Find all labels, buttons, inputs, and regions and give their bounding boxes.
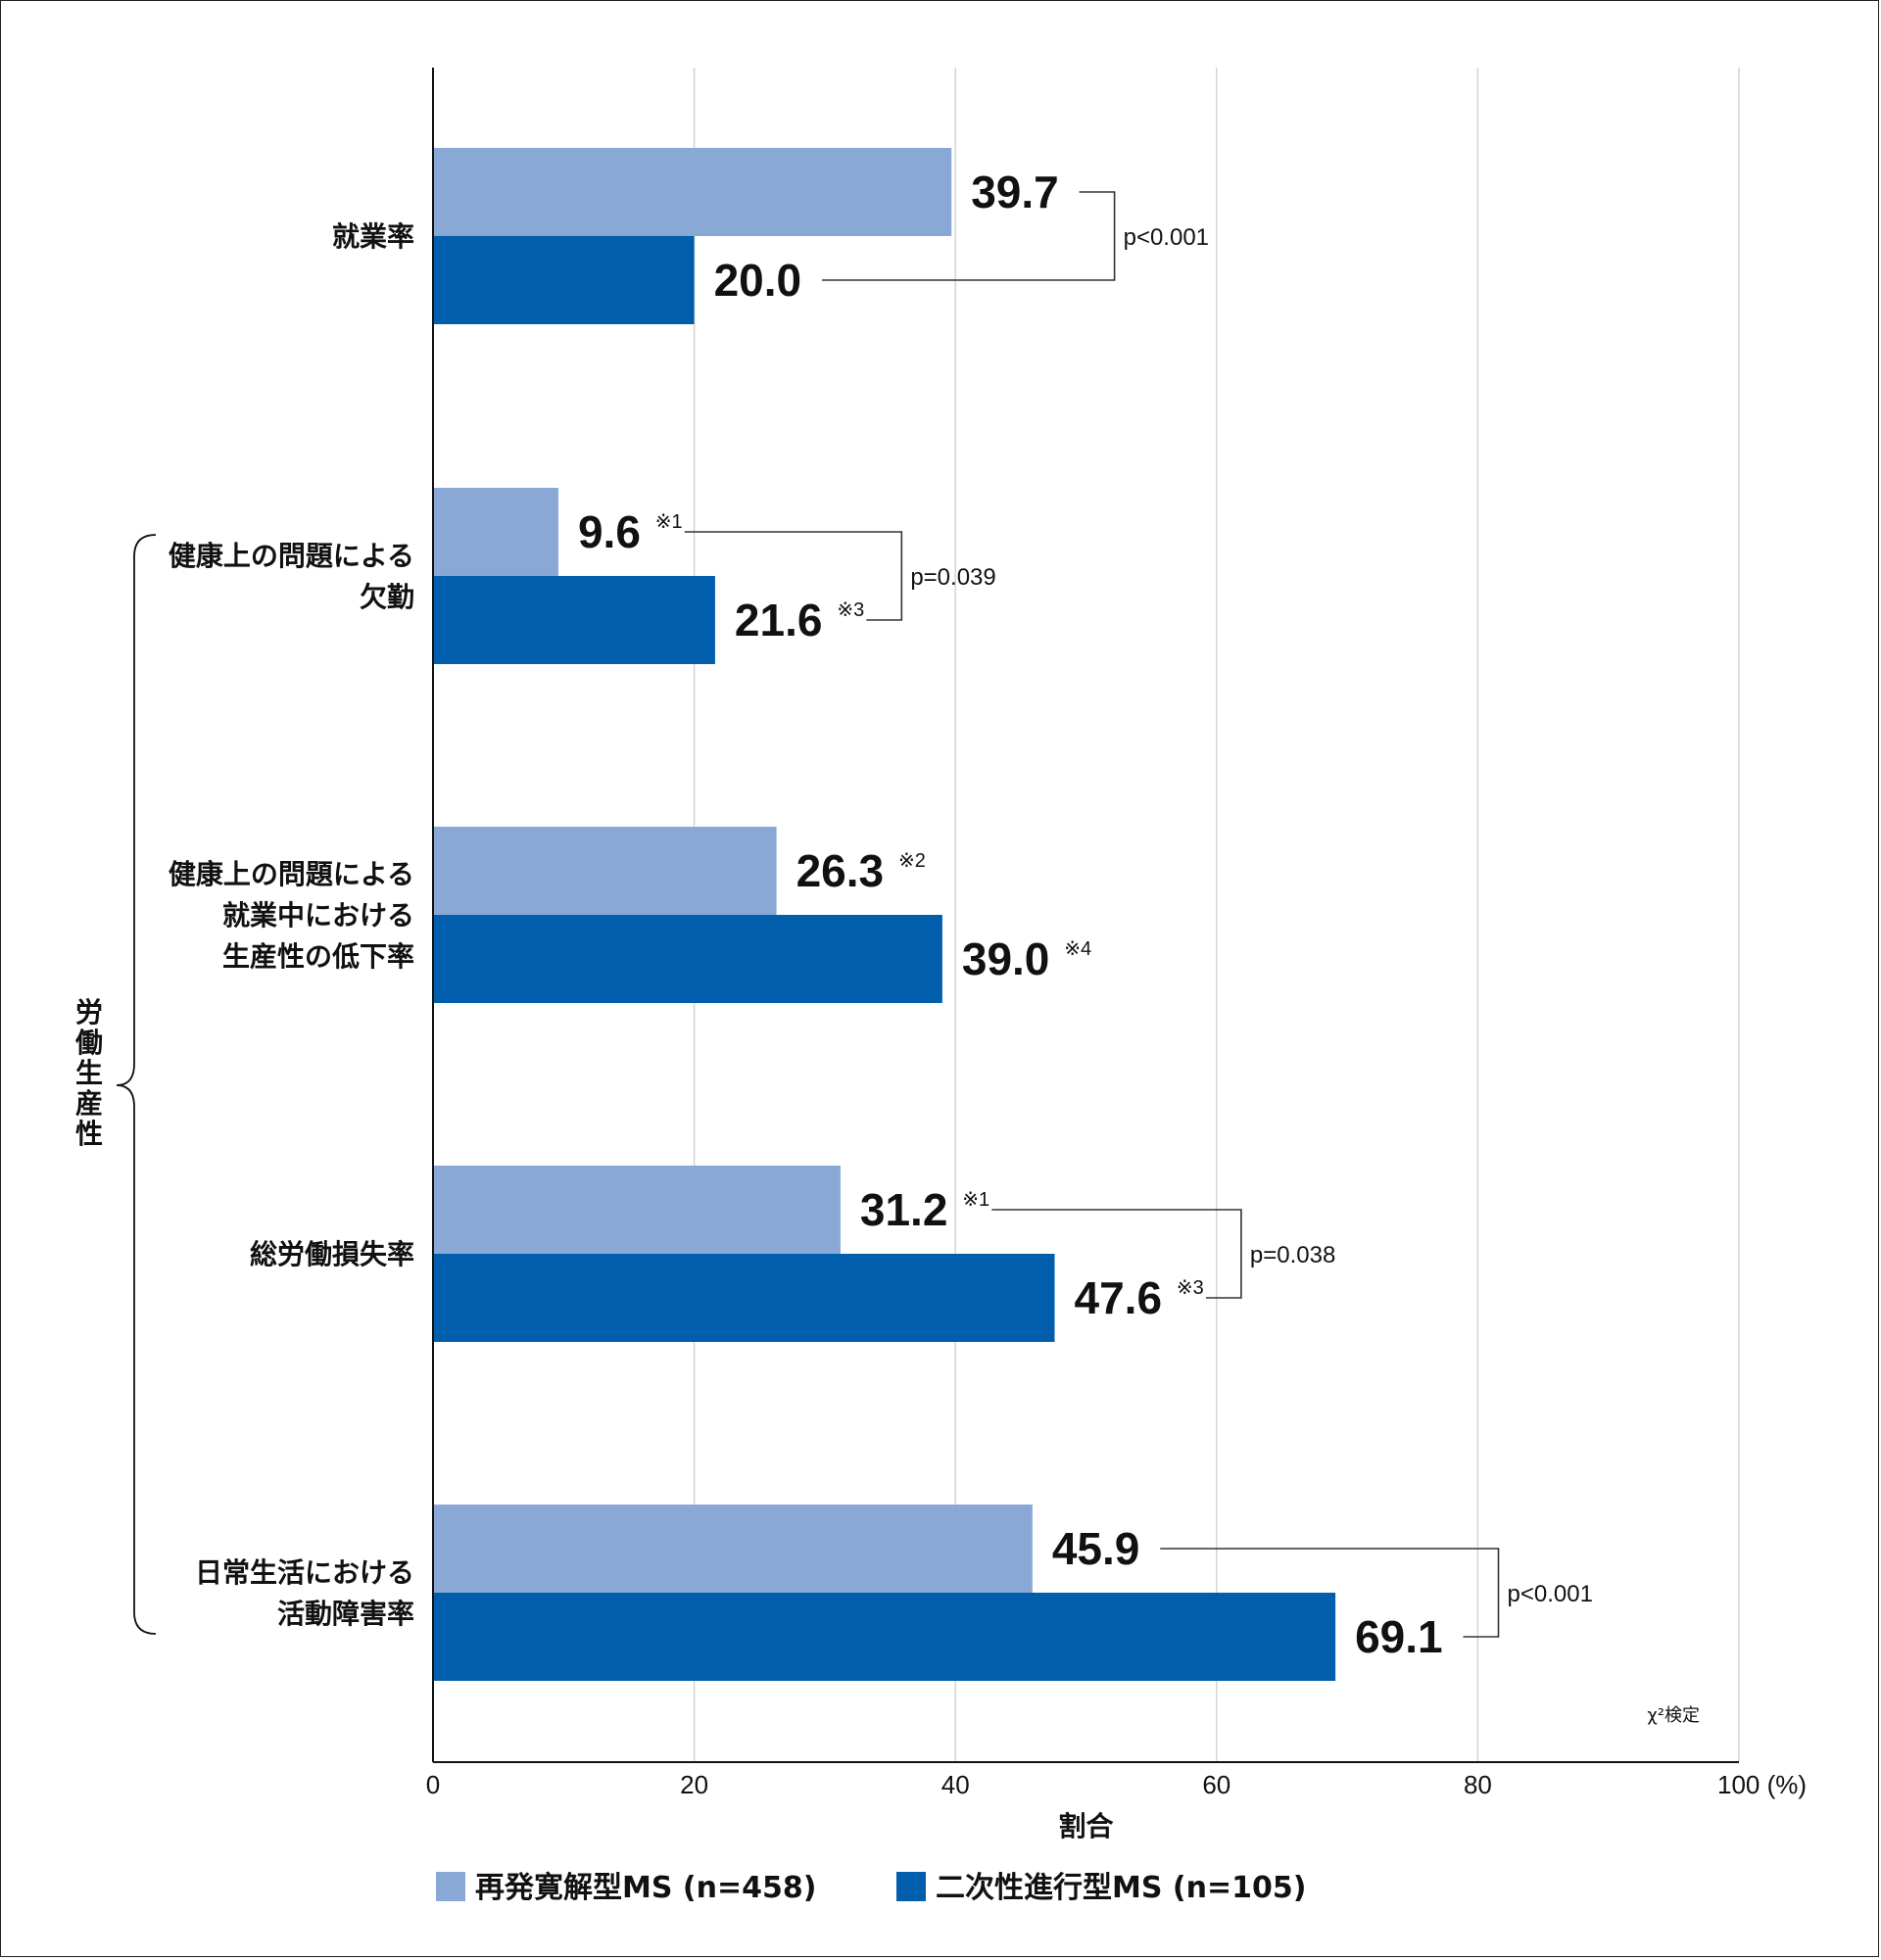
bar: [433, 915, 942, 1003]
legend-label: 二次性進行型MS (n=105): [936, 1871, 1306, 1905]
data-label: 39.7: [971, 167, 1059, 217]
footnote-mark: ※1: [655, 511, 683, 533]
bar: [433, 1166, 841, 1254]
data-label: 39.0: [962, 933, 1050, 984]
footnote-mark: ※4: [1064, 938, 1091, 960]
footnote-mark: ※1: [962, 1189, 989, 1211]
bar: [433, 148, 952, 236]
legend: 再発寛解型MS (n=458) 二次性進行型MS (n=105): [436, 1871, 1306, 1905]
significance-bracket: [1160, 1548, 1500, 1638]
group-brace: [116, 534, 157, 1635]
x-tick-label: 80: [1464, 1770, 1492, 1799]
significance-bracket: [684, 531, 903, 621]
x-tick-label: 60: [1202, 1770, 1230, 1799]
value-labels: 39.7 9.6 ※1 26.3 ※2 31.2 ※1 45.9 20.0 21.6 ※3 39.0 ※…: [578, 167, 1443, 1662]
footnote-mark: ※3: [837, 599, 864, 621]
category-label: 生産性の低下率: [222, 940, 414, 973]
category-label: 健康上の問題による: [169, 540, 414, 572]
bar: [433, 827, 777, 915]
p-value-label: p=0.039: [910, 564, 995, 591]
bar: [433, 488, 558, 576]
data-label: 26.3: [796, 845, 885, 896]
x-tick-label: 20: [680, 1770, 708, 1799]
data-label: 20.0: [714, 255, 802, 306]
legend-swatch: [896, 1872, 926, 1901]
test-note: χ²検定: [1647, 1705, 1700, 1726]
x-tick-label: 40: [941, 1770, 970, 1799]
data-label: 69.1: [1355, 1611, 1443, 1662]
group-label-char: 生: [75, 1057, 103, 1089]
bars: [433, 148, 1336, 1681]
group-label-char: 労: [75, 996, 103, 1028]
x-tick-label: 100 (%): [1717, 1770, 1807, 1799]
bar: [433, 1254, 1055, 1342]
x-tick-label: 0: [426, 1770, 440, 1799]
bar: [433, 1505, 1033, 1593]
p-value-label: p<0.001: [1508, 1581, 1593, 1607]
gridlines: [693, 68, 1740, 1762]
footnote-mark: ※2: [898, 850, 926, 872]
significance-brackets: p<0.001 p=0.039 p=0.038 p<0.001: [684, 191, 1593, 1638]
data-label: 31.2: [860, 1184, 948, 1235]
data-label: 9.6: [578, 506, 641, 557]
legend-label: 再発寛解型MS (n=458): [475, 1871, 816, 1905]
category-label: 健康上の問題による: [169, 858, 414, 890]
group-label-char: 産: [75, 1087, 103, 1120]
p-value-label: p=0.038: [1250, 1242, 1335, 1268]
group-label-char: 働: [74, 1027, 103, 1059]
bar: [433, 1593, 1336, 1681]
legend-swatch: [436, 1872, 465, 1901]
category-label: 欠勤: [360, 581, 414, 613]
group-label-char: 性: [75, 1118, 103, 1150]
footnote-mark: ※3: [1177, 1277, 1204, 1299]
category-label: 総労働損失率: [250, 1238, 414, 1270]
category-label: 就業中における: [222, 899, 414, 932]
bar: [433, 236, 695, 324]
data-label: 45.9: [1052, 1523, 1140, 1574]
x-axis-label: 割合: [1058, 1810, 1114, 1842]
significance-bracket: [822, 191, 1116, 281]
axes: 0 20 40 60 80 100 (%)割合就業率健康上の問題による欠勤健康上の問題によ…: [74, 68, 1807, 1842]
bar: [433, 576, 715, 664]
data-label: 21.6: [735, 595, 823, 645]
data-label: 47.6: [1075, 1272, 1163, 1323]
category-label: 活動障害率: [277, 1598, 414, 1630]
significance-bracket: [991, 1209, 1242, 1299]
category-label: 日常生活における: [195, 1556, 414, 1589]
category-label: 就業率: [332, 220, 414, 253]
p-value-label: p<0.001: [1124, 224, 1209, 251]
